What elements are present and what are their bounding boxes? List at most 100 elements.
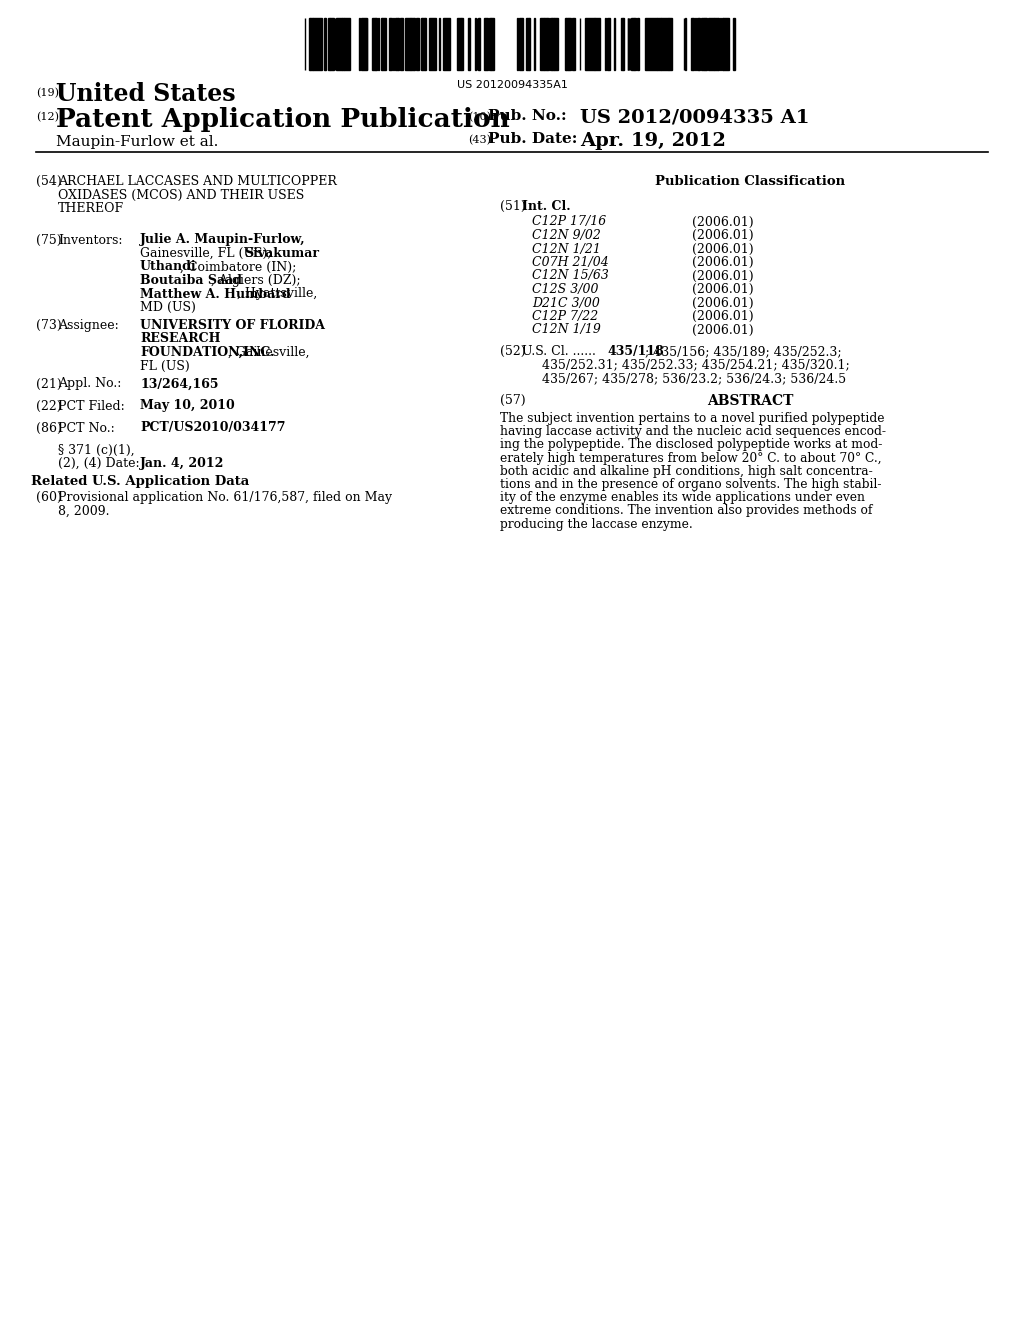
Text: Patent Application Publication: Patent Application Publication — [56, 107, 510, 132]
Bar — [324, 18, 326, 70]
Bar — [308, 18, 310, 70]
Bar — [484, 18, 487, 70]
Text: (2006.01): (2006.01) — [692, 323, 754, 337]
Bar — [381, 18, 382, 70]
Text: Related U.S. Application Data: Related U.S. Application Data — [31, 475, 249, 488]
Text: C12N 1/19: C12N 1/19 — [532, 323, 601, 337]
Text: Pub. Date:: Pub. Date: — [488, 132, 578, 147]
Text: , Hyattsville,: , Hyattsville, — [237, 288, 317, 301]
Text: US 2012/0094335 A1: US 2012/0094335 A1 — [580, 110, 810, 127]
Text: US 20120094335A1: US 20120094335A1 — [457, 81, 567, 90]
Text: Apr. 19, 2012: Apr. 19, 2012 — [580, 132, 726, 150]
Bar — [398, 18, 399, 70]
Bar — [544, 18, 548, 70]
Bar — [336, 18, 342, 70]
Text: FL (US): FL (US) — [140, 359, 189, 372]
Text: 8, 2009.: 8, 2009. — [58, 504, 110, 517]
Bar — [378, 18, 379, 70]
Text: Provisional application No. 61/176,587, filed on May: Provisional application No. 61/176,587, … — [58, 491, 392, 504]
Text: , Algiers (DZ);: , Algiers (DZ); — [211, 275, 301, 286]
Text: ; 435/156; 435/189; 435/252.3;: ; 435/156; 435/189; 435/252.3; — [645, 345, 842, 358]
Text: § 371 (c)(1),: § 371 (c)(1), — [58, 444, 134, 457]
Text: Jan. 4, 2012: Jan. 4, 2012 — [140, 457, 224, 470]
Bar — [313, 18, 322, 70]
Text: 435/118: 435/118 — [607, 345, 664, 358]
Text: Pub. No.:: Pub. No.: — [488, 110, 566, 123]
Text: Int. Cl.: Int. Cl. — [522, 201, 570, 213]
Bar — [645, 18, 656, 70]
Bar — [707, 18, 708, 70]
Bar — [668, 18, 669, 70]
Text: PCT No.:: PCT No.: — [58, 421, 115, 434]
Bar — [478, 18, 479, 70]
Text: C12P 7/22: C12P 7/22 — [532, 310, 598, 323]
Bar — [733, 18, 735, 70]
Bar — [698, 18, 700, 70]
Text: (2006.01): (2006.01) — [692, 297, 754, 309]
Text: MD (US): MD (US) — [140, 301, 196, 314]
Bar — [400, 18, 403, 70]
Bar — [622, 18, 623, 70]
Text: , Coimbatore (IN);: , Coimbatore (IN); — [180, 260, 296, 273]
Text: Publication Classification: Publication Classification — [655, 176, 845, 187]
Bar — [637, 18, 639, 70]
Bar — [714, 18, 718, 70]
Text: having laccase activity and the nucleic acid sequences encod-: having laccase activity and the nucleic … — [500, 425, 886, 438]
Text: Julie A. Maupin-Furlow,: Julie A. Maupin-Furlow, — [140, 234, 305, 247]
Text: (2006.01): (2006.01) — [692, 310, 754, 323]
Bar — [571, 18, 575, 70]
Text: C07H 21/04: C07H 21/04 — [532, 256, 608, 269]
Bar — [519, 18, 523, 70]
Bar — [416, 18, 419, 70]
Text: C12N 9/02: C12N 9/02 — [532, 228, 601, 242]
Text: RESEARCH: RESEARCH — [140, 333, 220, 346]
Bar — [718, 18, 719, 70]
Text: (73): (73) — [36, 319, 61, 333]
Text: (2006.01): (2006.01) — [692, 228, 754, 242]
Text: (57): (57) — [500, 393, 525, 407]
Bar — [662, 18, 668, 70]
Text: (2006.01): (2006.01) — [692, 243, 754, 256]
Bar — [691, 18, 694, 70]
Text: Uthandi: Uthandi — [140, 260, 197, 273]
Bar — [411, 18, 414, 70]
Text: ity of the enzyme enables its wide applications under even: ity of the enzyme enables its wide appli… — [500, 491, 865, 504]
Text: THEREOF: THEREOF — [58, 202, 124, 215]
Bar — [554, 18, 558, 70]
Bar — [361, 18, 367, 70]
Text: C12N 15/63: C12N 15/63 — [532, 269, 609, 282]
Text: D21C 3/00: D21C 3/00 — [532, 297, 600, 309]
Bar — [595, 18, 600, 70]
Bar — [429, 18, 436, 70]
Text: Maupin-Furlow et al.: Maupin-Furlow et al. — [56, 135, 218, 149]
Text: erately high temperatures from below 20° C. to about 70° C.,: erately high temperatures from below 20°… — [500, 451, 882, 465]
Text: tions and in the presence of organo solvents. The high stabil-: tions and in the presence of organo solv… — [500, 478, 882, 491]
Text: 435/267; 435/278; 536/23.2; 536/24.3; 536/24.5: 435/267; 435/278; 536/23.2; 536/24.3; 53… — [542, 372, 846, 385]
Bar — [548, 18, 549, 70]
Text: Sivakumar: Sivakumar — [244, 247, 319, 260]
Text: May 10, 2010: May 10, 2010 — [140, 400, 234, 412]
Bar — [526, 18, 528, 70]
Text: C12N 1/21: C12N 1/21 — [532, 243, 601, 256]
Text: Inventors:: Inventors: — [58, 234, 123, 247]
Bar — [534, 18, 535, 70]
Text: (75): (75) — [36, 234, 61, 247]
Bar — [708, 18, 714, 70]
Bar — [566, 18, 568, 70]
Bar — [552, 18, 554, 70]
Text: , Gainesville,: , Gainesville, — [228, 346, 309, 359]
Text: (10): (10) — [468, 112, 490, 123]
Text: producing the laccase enzyme.: producing the laccase enzyme. — [500, 517, 693, 531]
Bar — [490, 18, 495, 70]
Bar — [669, 18, 673, 70]
Bar — [393, 18, 394, 70]
Bar — [462, 18, 463, 70]
Bar — [404, 18, 410, 70]
Text: ing the polypeptide. The disclosed polypeptide works at mod-: ing the polypeptide. The disclosed polyp… — [500, 438, 883, 451]
Bar — [569, 18, 571, 70]
Bar — [375, 18, 376, 70]
Bar — [372, 18, 375, 70]
Text: C12S 3/00: C12S 3/00 — [532, 282, 598, 296]
Text: both acidic and alkaline pH conditions, high salt concentra-: both acidic and alkaline pH conditions, … — [500, 465, 872, 478]
Text: (2006.01): (2006.01) — [692, 269, 754, 282]
